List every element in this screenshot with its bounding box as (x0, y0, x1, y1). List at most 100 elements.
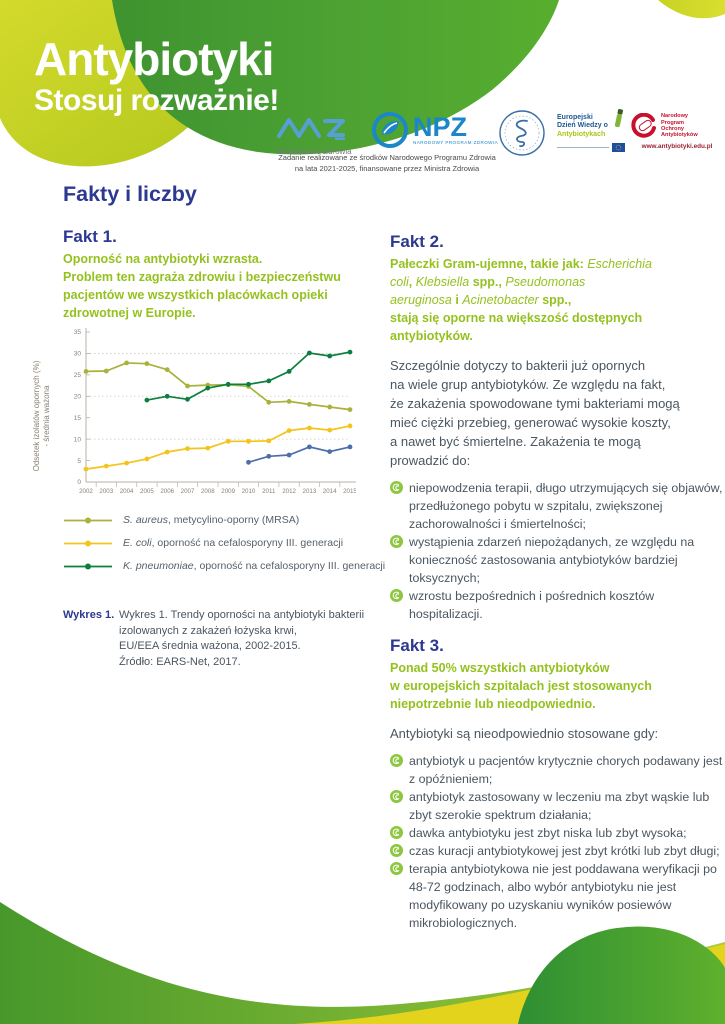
swirl-bullet-icon (390, 589, 403, 602)
pill-ring-icon (631, 113, 656, 138)
right-column: Fakt 2. Pałeczki Gram-ujemne, takie jak:… (390, 232, 725, 932)
bullet-text: wystąpienia zdarzeń niepożądanych, ze wz… (409, 535, 695, 585)
caption-text: Wykres 1. Trendy oporności na antybiotyk… (119, 609, 365, 668)
svg-text:10: 10 (74, 436, 82, 443)
bullet-text: wzrostu bezpośrednich i pośrednich koszt… (409, 589, 655, 621)
bullet-text: antybiotyk zastosowany w leczeniu ma zby… (409, 790, 710, 822)
swirl-bullet-icon (390, 535, 403, 548)
fact2-body: Szczególnie dotyczy to bakterii już opor… (390, 358, 680, 468)
bullet-text: czas kuracji antybiotykowej jest zbyt kr… (409, 844, 720, 858)
npoa-url: www.antybiotyki.edu.pl (641, 143, 713, 150)
svg-text:2015: 2015 (343, 488, 356, 495)
swirl-bullet-icon (390, 754, 403, 767)
legend-swatch (64, 563, 112, 569)
bullet-item: czas kuracji antybiotykowej jest zbyt kr… (390, 842, 725, 860)
bullet-item: terapia antybiotykowa nie jest poddawana… (390, 860, 725, 932)
npz-abbr: NPZ (413, 111, 467, 142)
eu-flag-icon (612, 143, 625, 153)
fact1-section: Fakt 1. Oporność na antybiotyki wzrasta.… (63, 227, 363, 322)
fact1-heading: Fakt 1. (63, 227, 117, 246)
bullet-item: dawka antybiotyku jest zbyt niska lub zb… (390, 824, 725, 842)
fact2-bullet-list: niepowodzenia terapii, długo utrzymujący… (390, 479, 725, 623)
svg-text:2006: 2006 (160, 488, 174, 495)
svg-text:2005: 2005 (140, 488, 154, 495)
fact2-heading: Fakt 2. (390, 232, 444, 251)
resistance-chart: 0 5 10 15 20 25 30 35 2002 2003 2004 2005 2006 2007 20… (74, 328, 356, 495)
npoa-line-3: Ochrony (661, 126, 685, 132)
svg-text:15: 15 (74, 415, 82, 422)
svg-text:2008: 2008 (201, 488, 215, 495)
chart-caption: Wykres 1. Wykres 1. Trendy oporności na … (63, 608, 373, 670)
svg-text:5: 5 (77, 458, 81, 465)
bullet-item: wzrostu bezpośrednich i pośrednich koszt… (390, 587, 725, 623)
edwa-rule (557, 147, 609, 149)
fact3-intro: Antybiotyki są nieodpowiednio stosowane … (390, 726, 659, 741)
mz-zigzag-icon (277, 118, 345, 141)
poster-title: Antybiotyki (34, 33, 274, 85)
svg-text:2009: 2009 (221, 488, 235, 495)
corner-wedge-shape (658, 0, 725, 19)
edwa-line-1: Europejski (557, 114, 593, 121)
resistance-chart-block: Odsetek izolatów opornych (%) - średnia w… (28, 322, 358, 514)
svg-text:2013: 2013 (303, 488, 317, 495)
svg-text:2012: 2012 (282, 488, 296, 495)
svg-text:2004: 2004 (120, 488, 134, 495)
edwa-line-2: Dzień Wiedzy o (557, 122, 608, 130)
mz-logo: Ministerstwo Zdrowia (272, 114, 356, 156)
edwa-marker-icon (614, 109, 624, 128)
svg-text:35: 35 (74, 329, 82, 336)
svg-text:20: 20 (74, 393, 82, 400)
bullet-text: antybiotyk u pacjentów krytycznie choryc… (409, 754, 723, 786)
fact3-section: Fakt 3. Ponad 50% wszystkich antybiotykó… (390, 636, 725, 932)
svg-text:2007: 2007 (181, 488, 195, 495)
swirl-bullet-icon (390, 862, 403, 875)
fact2-section: Fakt 2. Pałeczki Gram-ujemne, takie jak:… (390, 232, 725, 623)
fact2-lead: Pałeczki Gram-ujemne, takie jak: Escheri… (390, 257, 652, 343)
footer-dome-shape (518, 926, 725, 1024)
svg-text:2010: 2010 (242, 488, 256, 495)
legend-label: E. coli, oporność na cefalosporyny III. … (123, 537, 344, 549)
npoa-line-4: Antybiotyków (661, 132, 698, 139)
chart-legend: S. aureus, metycylino-oporny (MRSA) E. co… (63, 514, 385, 583)
npoa-line-1: Narodowy (661, 113, 689, 120)
npoa-logo: Narodowy Program Ochrony Antybiotyków ww… (631, 113, 723, 150)
svg-text:30: 30 (74, 351, 82, 358)
bullet-text: dawka antybiotyku jest zbyt niska lub zb… (409, 826, 687, 840)
funding-note: Zadanie realizowane ze środków Narodoweg… (278, 153, 496, 173)
bullet-text: terapia antybiotykowa nie jest poddawana… (409, 862, 717, 930)
edwa-logo: Europejski Dzień Wiedzy o Antybiotykach (557, 109, 625, 153)
fact3-lead: Ponad 50% wszystkich antybiotyków w europ… (390, 661, 652, 711)
swirl-bullet-icon (390, 790, 403, 803)
bullet-text: niepowodzenia terapii, długo utrzymujący… (409, 481, 723, 531)
footer-yellow-shape (295, 944, 725, 1024)
npoa-line-2: Program (661, 119, 685, 126)
legend-label: K. pneumoniae, oporność na cefalosporyny… (123, 560, 386, 572)
svg-text:2002: 2002 (79, 488, 93, 495)
fact1-lead: Oporność na antybiotyki wzrasta. Problem … (63, 252, 341, 320)
bullet-item: antybiotyk u pacjentów krytycznie choryc… (390, 752, 725, 788)
edwa-line-3: Antybiotykach (557, 130, 606, 138)
bullet-item: antybiotyk zastosowany w leczeniu ma zby… (390, 788, 725, 824)
caption-label: Wykres 1. (63, 609, 115, 621)
swirl-bullet-icon (390, 826, 403, 839)
bullet-item: niepowodzenia terapii, długo utrzymujący… (390, 479, 725, 533)
fact3-heading: Fakt 3. (390, 636, 444, 655)
legend-item: K. pneumoniae, oporność na cefalosporyny… (63, 560, 385, 572)
page-title: Fakty i liczby (63, 182, 197, 206)
npz-logo: NPZ NARODOWY PROGRAM ZDROWIA (372, 112, 498, 148)
legend-item: E. coli, oporność na cefalosporyny III. … (63, 537, 385, 549)
svg-text:25: 25 (74, 372, 82, 379)
snake-icon (499, 110, 545, 156)
svg-text:2003: 2003 (99, 488, 113, 495)
npz-subtitle: NARODOWY PROGRAM ZDROWIA (413, 140, 499, 146)
npz-circle-icon (372, 112, 408, 148)
svg-text:0: 0 (77, 479, 81, 486)
legend-label: S. aureus, metycylino-oporny (MRSA) (123, 514, 300, 526)
swirl-bullet-icon (390, 844, 403, 857)
legend-item: S. aureus, metycylino-oporny (MRSA) (63, 514, 385, 526)
fact3-bullet-list: antybiotyk u pacjentów krytycznie choryc… (390, 752, 725, 932)
bullet-item: wystąpienia zdarzeń niepożądanych, ze wz… (390, 533, 725, 587)
legend-swatch (64, 540, 112, 546)
svg-text:2014: 2014 (323, 488, 337, 495)
